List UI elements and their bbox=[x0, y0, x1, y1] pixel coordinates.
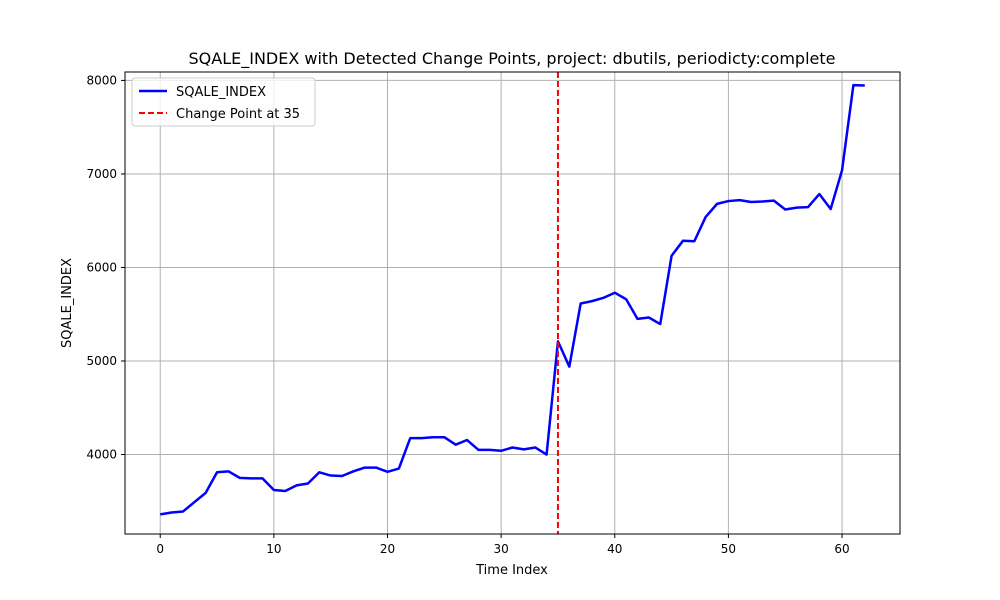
x-tick-label: 20 bbox=[380, 542, 395, 556]
y-tick-label: 7000 bbox=[86, 167, 117, 181]
y-tick-label: 5000 bbox=[86, 354, 117, 368]
legend-label-change-point: Change Point at 35 bbox=[176, 107, 300, 122]
y-axis-label: SQALE_INDEX bbox=[60, 258, 75, 348]
chart-title: SQALE_INDEX with Detected Change Points,… bbox=[189, 49, 836, 69]
x-tick-label: 30 bbox=[493, 542, 508, 556]
grid bbox=[125, 72, 900, 534]
plot-area bbox=[160, 72, 865, 534]
x-tick-label: 0 bbox=[156, 542, 164, 556]
x-tick-label: 10 bbox=[266, 542, 281, 556]
x-axis: 0 10 20 30 40 50 60 bbox=[156, 534, 850, 556]
legend: SQALE_INDEX Change Point at 35 bbox=[131, 77, 316, 127]
y-tick-label: 8000 bbox=[86, 73, 117, 87]
y-axis: 4000 5000 6000 7000 8000 bbox=[86, 73, 125, 462]
x-tick-label: 50 bbox=[721, 542, 736, 556]
x-tick-label: 60 bbox=[834, 542, 849, 556]
legend-box bbox=[131, 77, 316, 127]
y-tick-label: 6000 bbox=[86, 260, 117, 274]
y-tick-label: 4000 bbox=[86, 448, 117, 462]
legend-label-sqale-index: SQALE_INDEX bbox=[176, 85, 266, 100]
axes-frame bbox=[124, 71, 901, 535]
x-axis-label: Time Index bbox=[475, 563, 548, 578]
x-tick-label: 40 bbox=[607, 542, 622, 556]
